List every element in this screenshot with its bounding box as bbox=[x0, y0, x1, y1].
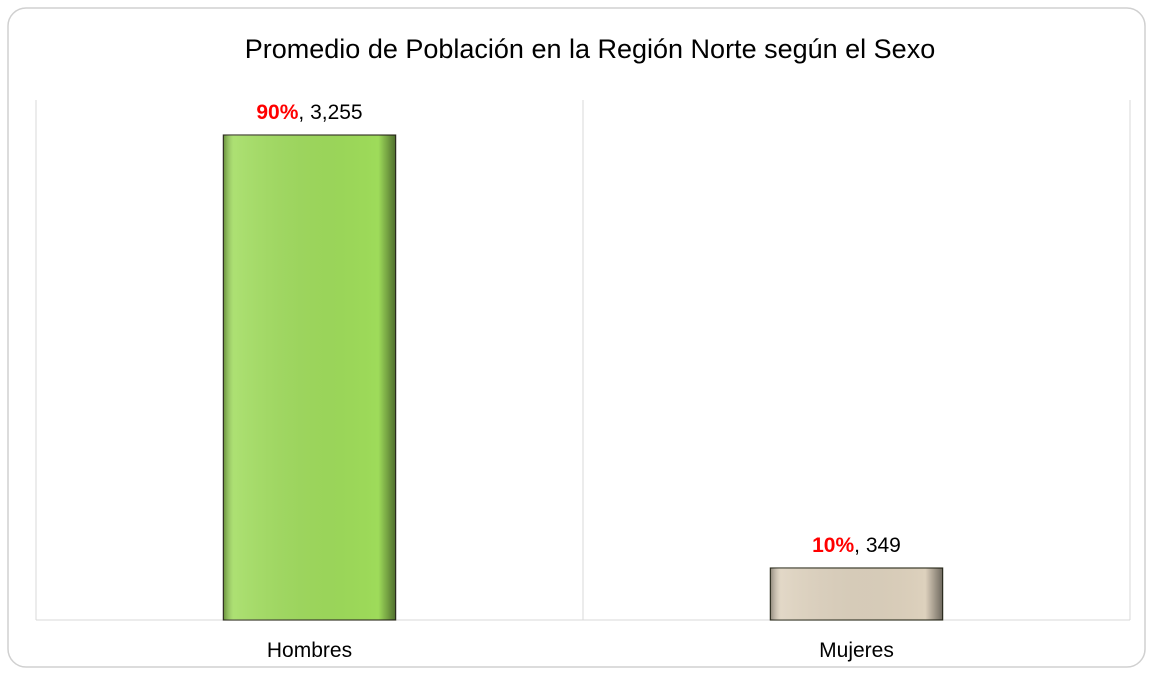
bar-shade bbox=[770, 568, 943, 620]
label-separator: , bbox=[854, 534, 866, 557]
label-separator: , bbox=[298, 101, 310, 124]
chart-frame bbox=[7, 7, 1146, 668]
percent-label: 10% bbox=[812, 534, 854, 557]
data-label: 90%, 3,255 bbox=[256, 101, 362, 124]
bar-group bbox=[222, 134, 397, 621]
bar-group bbox=[769, 567, 944, 621]
x-tick-label: Mujeres bbox=[819, 639, 894, 662]
percent-label: 90% bbox=[256, 101, 298, 124]
bar-shade bbox=[223, 135, 396, 620]
value-label: 3,255 bbox=[310, 101, 363, 124]
value-label: 349 bbox=[866, 534, 901, 557]
chart-title: Promedio de Población en la Región Norte… bbox=[245, 34, 935, 64]
x-tick-label: Hombres bbox=[267, 639, 352, 662]
data-label: 10%, 349 bbox=[812, 534, 901, 557]
